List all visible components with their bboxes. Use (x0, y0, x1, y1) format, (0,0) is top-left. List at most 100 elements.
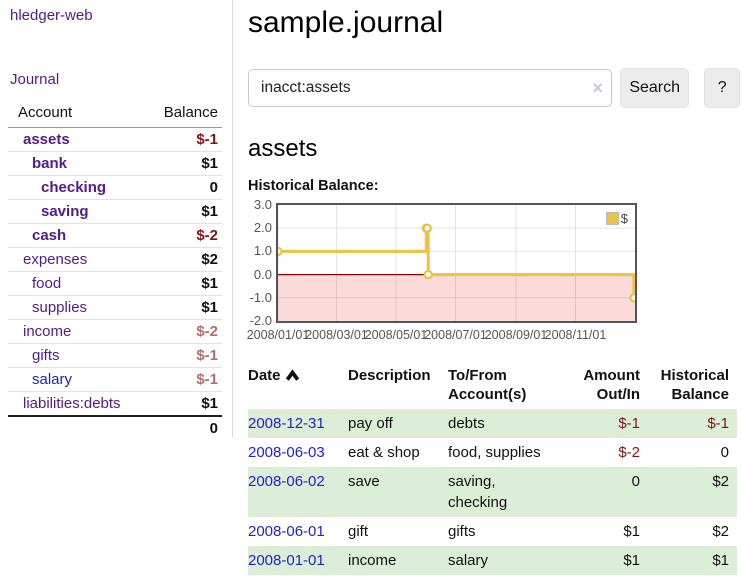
account-row: food $1 (8, 271, 222, 296)
transaction-balance: $-1 (707, 415, 729, 432)
account-balance: $1 (141, 199, 222, 224)
account-row: supplies $1 (8, 295, 222, 320)
search-button[interactable]: Search (620, 68, 690, 108)
account-row: salary $-1 (8, 367, 222, 392)
register-row: 2008-01-01 income salary $1 $1 (248, 546, 737, 575)
transaction-description: pay off (348, 415, 393, 432)
account-row: expenses $2 (8, 247, 222, 272)
accounts-table-header: Account Balance (8, 100, 222, 128)
account-column-header: Account (8, 100, 142, 128)
account-link[interactable]: food (32, 275, 62, 292)
transaction-balance: 0 (720, 444, 729, 461)
y-tick-label: -1.0 (249, 289, 272, 305)
transaction-amount: $-2 (618, 444, 640, 461)
x-tick-label: 2008/09/01 (484, 328, 548, 342)
transaction-accounts: debts (448, 415, 485, 432)
register-row: 2008-06-01 gift gifts $1 $2 (248, 517, 737, 546)
account-balance: $-1 (141, 367, 222, 392)
account-link[interactable]: supplies (32, 299, 88, 316)
main-content: sample.journal × Search ? assets Histori… (246, 0, 740, 575)
sidebar-item-journal[interactable]: Journal (10, 71, 60, 88)
transaction-amount: $1 (623, 552, 640, 569)
series-swatch-icon (605, 212, 619, 225)
y-tick-label: 2.0 (253, 220, 272, 236)
transaction-accounts: gifts (448, 523, 476, 540)
chart-plot-area: $ (276, 203, 637, 323)
account-balance: $1 (141, 295, 222, 320)
transaction-date-link[interactable]: 2008-06-02 (248, 473, 325, 490)
chart-canvas (278, 205, 635, 321)
register-col-0[interactable]: Date (248, 363, 348, 409)
account-link[interactable]: assets (23, 131, 70, 148)
account-balance: $1 (141, 151, 222, 176)
search-form: × Search ? (248, 68, 740, 108)
transaction-date-link[interactable]: 2008-06-01 (248, 523, 325, 540)
account-balance: $-1 (141, 343, 222, 368)
app-title-link[interactable]: hledger-web (10, 7, 93, 24)
account-link[interactable]: saving (41, 203, 89, 220)
x-tick-label: 2008/11/01 (544, 328, 607, 342)
transaction-date-link[interactable]: 2008-06-03 (248, 444, 325, 461)
register-header-row: Date Description To/From Account(s) Amount … (248, 363, 737, 409)
balance-chart: $ 3.0 2.0 1.0 0.0 -1.0 -2.0 2008/01/01 2008/03… (246, 197, 740, 347)
account-row: income $-2 (8, 319, 222, 344)
account-row: cash $-2 (8, 223, 222, 248)
transaction-description: eat & shop (348, 444, 420, 461)
transaction-accounts: food, supplies (448, 444, 541, 461)
transaction-balance: $1 (712, 552, 729, 569)
help-button[interactable]: ? (704, 68, 740, 108)
account-row: saving $1 (8, 199, 222, 224)
sidebar-divider (232, 0, 233, 437)
legend-label: $ (620, 211, 628, 226)
balance-column-header: Balance (141, 100, 222, 128)
account-row: liabilities:debts $1 (8, 391, 222, 416)
x-tick-label: 2008/01/01 (246, 328, 310, 342)
clear-search-icon[interactable]: × (592, 78, 603, 98)
accounts-table: Account Balance assets $-1 bank $1 check… (8, 100, 222, 440)
transaction-date-link[interactable]: 2008-01-01 (248, 552, 325, 569)
transaction-accounts: salary (448, 552, 489, 569)
chart-title: Historical Balance: (248, 178, 379, 194)
y-tick-label: 0.0 (253, 266, 272, 282)
accounts-table-body: assets $-1 bank $1 checking 0 saving $1 … (8, 128, 222, 440)
register-col-1: Description (348, 367, 431, 384)
account-balance: $-2 (141, 319, 222, 344)
transaction-description: gift (348, 523, 369, 540)
register-col-3: Amount Out/In (583, 367, 640, 403)
sidebar: hledger-web Journal Account Balance asse… (0, 0, 233, 582)
account-balance: $-1 (196, 131, 218, 148)
account-link[interactable]: expenses (23, 251, 88, 268)
transaction-amount: $-1 (618, 415, 640, 432)
page-title: sample.journal (248, 6, 444, 39)
account-link[interactable]: bank (32, 155, 68, 172)
sort-asc-icon (285, 369, 299, 381)
register-row: 2008-06-03 eat & shop food, supplies $-2… (248, 438, 737, 467)
register-row: 2008-06-02 save saving, checking 0 $2 (248, 467, 737, 517)
account-row: checking 0 (8, 175, 222, 200)
transaction-amount: 0 (631, 473, 640, 490)
transaction-description: save (348, 473, 380, 490)
account-link[interactable]: liabilities:debts (23, 395, 121, 412)
account-heading: assets (248, 135, 318, 162)
search-input[interactable] (248, 69, 612, 107)
transaction-description: income (348, 552, 397, 569)
x-tick-label: 2008/03/01 (305, 328, 368, 342)
register-col-4: Historical Balance (660, 367, 729, 403)
account-link[interactable]: checking (41, 179, 107, 196)
account-balance: $-2 (141, 223, 222, 248)
chart-legend: $ (603, 210, 630, 227)
search-box: × (248, 69, 612, 107)
transaction-balance: $2 (712, 523, 729, 540)
account-link[interactable]: income (23, 323, 72, 340)
account-balance: $2 (141, 247, 222, 272)
transaction-accounts: saving, checking (448, 473, 508, 511)
transaction-date-link[interactable]: 2008-12-31 (248, 415, 325, 432)
account-link[interactable]: salary (32, 371, 73, 388)
account-link[interactable]: gifts (32, 347, 60, 364)
register-col-2: To/From Account(s) (448, 367, 527, 403)
y-tick-label: -2.0 (249, 313, 272, 328)
x-tick-label: 2008/05/01 (364, 328, 428, 342)
register-row: 2008-12-31 pay off debts $-1 $-1 (248, 409, 737, 438)
account-row: gifts $-1 (8, 343, 222, 368)
account-link[interactable]: cash (32, 227, 67, 244)
